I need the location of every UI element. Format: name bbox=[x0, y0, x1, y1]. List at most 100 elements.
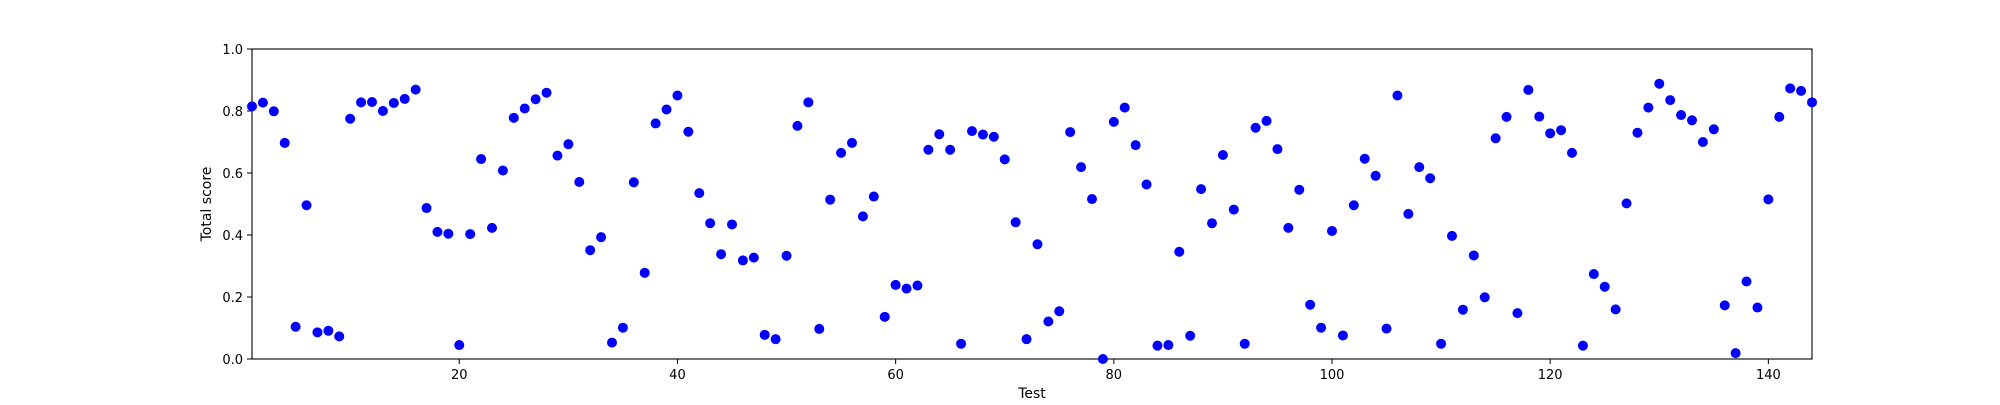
data-point bbox=[1087, 194, 1097, 205]
data-point bbox=[770, 334, 781, 345]
data-point bbox=[1316, 322, 1327, 333]
y-tick-label: 0.4 bbox=[222, 229, 243, 244]
data-point bbox=[421, 203, 432, 214]
data-point bbox=[1436, 338, 1447, 349]
data-point bbox=[847, 137, 857, 148]
data-point bbox=[737, 255, 748, 266]
data-point bbox=[628, 177, 639, 188]
data-point bbox=[541, 87, 552, 98]
y-tick-label: 1.0 bbox=[222, 43, 243, 58]
x-axis-ticks: 20 40 60 80 100 120 140 bbox=[451, 359, 1781, 383]
data-point bbox=[1588, 269, 1599, 280]
data-point bbox=[465, 229, 476, 240]
data-point bbox=[759, 329, 770, 340]
data-point bbox=[279, 137, 290, 148]
data-point bbox=[1425, 173, 1436, 184]
data-point bbox=[934, 129, 945, 140]
data-point bbox=[716, 249, 727, 260]
data-point bbox=[323, 325, 334, 336]
x-tick-label: 140 bbox=[1756, 368, 1781, 383]
data-point bbox=[923, 144, 934, 155]
data-point bbox=[1185, 330, 1196, 341]
data-point bbox=[1556, 125, 1567, 136]
y-axis-ticks: 0.0 0.2 0.4 0.6 0.8 1.0 bbox=[222, 43, 252, 368]
data-point bbox=[803, 97, 814, 108]
x-tick-label: 100 bbox=[1320, 368, 1345, 383]
data-point bbox=[1207, 218, 1217, 229]
plot-frame bbox=[251, 48, 1813, 360]
data-point bbox=[1774, 111, 1785, 122]
data-point bbox=[1807, 97, 1817, 108]
data-point bbox=[977, 129, 988, 140]
x-tick-label: 120 bbox=[1538, 368, 1563, 383]
data-point bbox=[1796, 85, 1807, 96]
data-point bbox=[1108, 116, 1119, 127]
y-tick-label: 0.6 bbox=[222, 167, 243, 182]
data-point bbox=[857, 211, 868, 222]
data-point bbox=[1447, 230, 1457, 241]
data-point bbox=[508, 112, 519, 123]
x-axis-label: Test bbox=[1017, 386, 1046, 400]
data-point bbox=[727, 219, 737, 230]
plot-area-border bbox=[251, 48, 1813, 360]
data-point bbox=[1785, 83, 1796, 94]
data-point bbox=[312, 327, 323, 338]
data-point bbox=[1763, 194, 1774, 205]
data-point bbox=[1327, 225, 1337, 236]
data-point bbox=[1021, 334, 1032, 345]
data-point bbox=[1708, 124, 1719, 135]
data-point bbox=[901, 283, 912, 294]
data-point bbox=[563, 139, 574, 150]
data-point bbox=[694, 188, 705, 199]
data-point bbox=[301, 200, 312, 211]
data-point bbox=[1687, 115, 1697, 126]
data-point bbox=[650, 118, 661, 129]
data-point bbox=[1010, 217, 1021, 228]
data-point bbox=[639, 267, 650, 278]
data-point bbox=[1632, 127, 1643, 138]
data-point bbox=[1654, 78, 1665, 89]
data-point bbox=[988, 131, 999, 142]
data-point bbox=[1239, 338, 1250, 349]
data-point bbox=[1337, 330, 1348, 341]
data-point bbox=[956, 338, 967, 349]
data-point bbox=[879, 311, 890, 322]
data-point bbox=[890, 279, 901, 290]
data-point bbox=[1381, 323, 1392, 334]
data-point bbox=[388, 97, 399, 108]
data-point bbox=[1119, 102, 1130, 113]
data-point bbox=[1097, 354, 1108, 364]
data-point bbox=[1163, 340, 1174, 351]
data-point bbox=[617, 322, 628, 333]
data-point bbox=[1392, 90, 1403, 101]
data-point bbox=[257, 97, 268, 108]
data-point bbox=[1359, 153, 1370, 164]
data-point bbox=[1567, 147, 1577, 158]
data-point bbox=[1196, 184, 1207, 195]
data-point bbox=[1523, 84, 1534, 95]
data-point bbox=[1294, 184, 1305, 195]
data-point bbox=[574, 176, 585, 187]
data-point bbox=[290, 321, 301, 332]
data-point bbox=[1577, 340, 1588, 351]
data-point bbox=[476, 154, 487, 165]
data-point bbox=[1076, 162, 1087, 173]
x-tick-label: 60 bbox=[887, 368, 904, 383]
y-axis-label: Total score bbox=[199, 167, 215, 243]
x-tick-label: 80 bbox=[1106, 368, 1123, 383]
data-point bbox=[432, 226, 443, 237]
data-point bbox=[1697, 137, 1708, 147]
data-point bbox=[945, 144, 956, 155]
data-point bbox=[530, 94, 541, 105]
data-point bbox=[607, 337, 617, 348]
data-point bbox=[1250, 122, 1261, 133]
data-point bbox=[999, 154, 1010, 165]
data-point bbox=[825, 194, 836, 205]
data-point bbox=[377, 106, 388, 116]
data-points bbox=[247, 78, 1817, 364]
data-point bbox=[247, 101, 257, 112]
data-point bbox=[1490, 133, 1501, 144]
data-point bbox=[1479, 292, 1490, 303]
data-point bbox=[868, 191, 879, 202]
